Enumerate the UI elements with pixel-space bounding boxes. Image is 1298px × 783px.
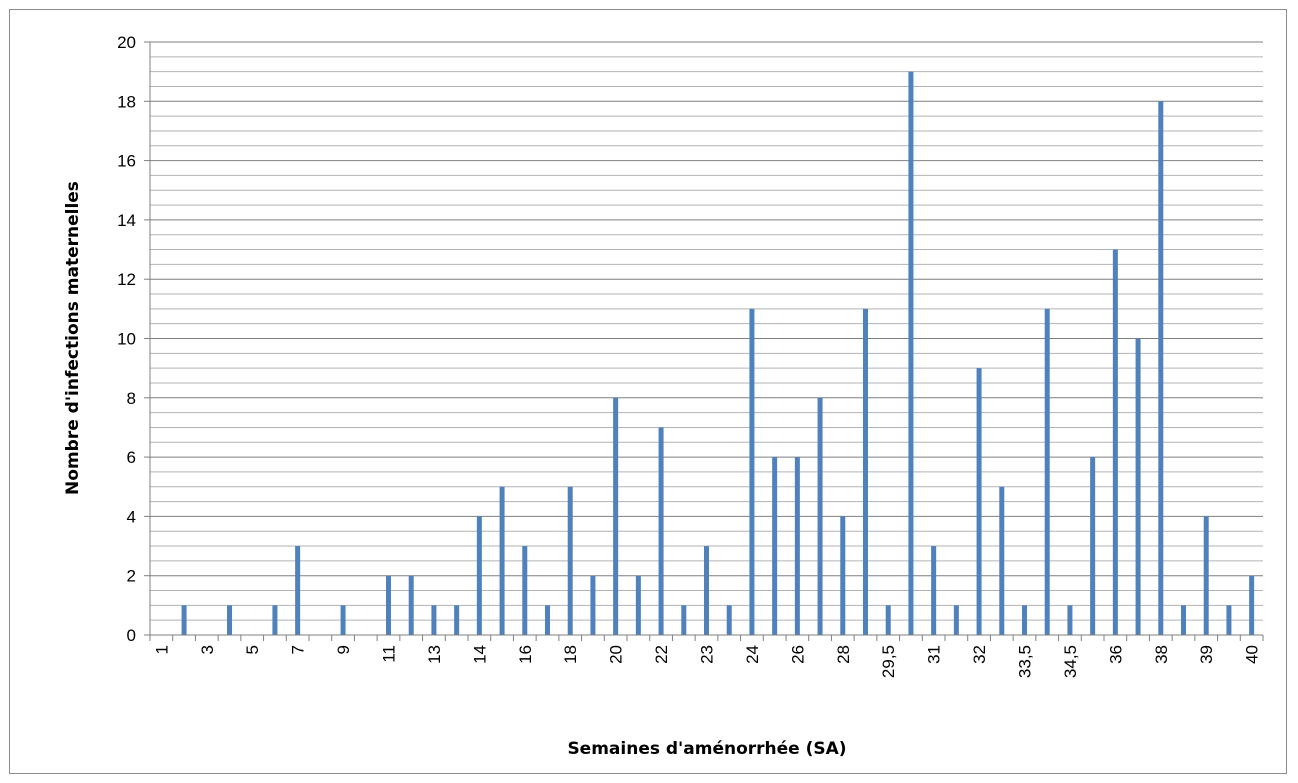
x-tick-label: 14 <box>470 645 489 664</box>
bar <box>408 575 414 635</box>
bar <box>1226 605 1232 635</box>
bar <box>726 605 732 635</box>
bar <box>1067 605 1073 635</box>
x-tick-label: 33,5 <box>1016 645 1035 678</box>
y-tick-label: 6 <box>127 448 136 467</box>
bar <box>1249 575 1255 635</box>
y-tick-label: 0 <box>127 626 136 645</box>
bar <box>522 546 528 635</box>
bar <box>658 427 664 635</box>
bar <box>227 605 232 635</box>
y-tick-label: 18 <box>117 92 136 111</box>
x-tick-label: 18 <box>561 645 580 664</box>
bar <box>613 397 619 635</box>
bar <box>999 486 1005 635</box>
bar <box>840 516 846 635</box>
bar <box>1135 338 1141 635</box>
bar <box>545 605 550 635</box>
x-tick-label: 28 <box>834 645 853 664</box>
x-axis-title: Semaines d'aménorrhée (SA) <box>567 739 846 759</box>
x-tick-label: 9 <box>334 645 353 654</box>
y-tick-label: 12 <box>117 270 136 289</box>
x-tick-label: 26 <box>788 645 807 664</box>
bar <box>295 546 301 635</box>
bar <box>567 486 573 635</box>
bar <box>1181 605 1186 635</box>
x-tick-label: 5 <box>243 645 262 654</box>
x-tick-label: 20 <box>607 645 626 664</box>
x-tick-label: 32 <box>970 645 989 664</box>
bar <box>1203 516 1209 635</box>
x-tick-label: 7 <box>289 645 308 654</box>
y-tick-label: 16 <box>117 152 136 171</box>
x-tick-label: 38 <box>1152 645 1171 664</box>
x-tick-label: 23 <box>698 645 717 664</box>
bar <box>499 486 505 635</box>
x-tick-label: 24 <box>743 645 762 664</box>
x-tick-label: 22 <box>652 645 671 664</box>
y-tick-label: 4 <box>127 507 136 526</box>
x-tick-label: 11 <box>380 645 399 663</box>
bar <box>976 368 982 635</box>
bar <box>931 546 937 635</box>
bar <box>1044 308 1050 635</box>
bar <box>454 605 460 635</box>
bar <box>704 546 709 635</box>
x-tick-label: 13 <box>425 645 444 664</box>
bars <box>181 71 1255 636</box>
gridlines <box>150 41 1263 621</box>
y-tick-label: 8 <box>127 389 136 408</box>
bar <box>681 605 687 635</box>
bar <box>817 397 823 635</box>
x-tick-label: 1 <box>152 645 171 654</box>
bar <box>1158 101 1164 636</box>
bar <box>1090 457 1096 635</box>
bar <box>863 308 868 635</box>
chart-frame: 0 2 4 6 8 10 12 14 16 18 20 1 3 5 7 9 11 13 14 16 18 20 22 23 2… <box>9 9 1287 774</box>
y-axis-title: Nombre d'infections maternelles <box>63 181 83 495</box>
x-tick-label: 29,5 <box>879 645 898 678</box>
y-tick-label: 10 <box>117 330 136 349</box>
bar <box>885 605 891 635</box>
bar <box>181 605 187 635</box>
bar <box>908 71 914 635</box>
bar <box>272 605 278 635</box>
x-tick-label: 40 <box>1243 645 1262 664</box>
axes <box>144 41 1264 641</box>
x-tick-labels: 1 3 5 7 9 11 13 14 16 18 20 22 23 24 26 28 29,5 31 32 33,5 3… <box>152 645 1261 678</box>
bar <box>635 575 641 635</box>
bar <box>386 575 391 635</box>
y-tick-label: 2 <box>127 567 136 586</box>
bar <box>340 605 346 635</box>
bar <box>1022 605 1027 635</box>
x-tick-label: 3 <box>198 645 217 654</box>
x-tick-label: 16 <box>516 645 535 664</box>
bar <box>772 457 778 635</box>
y-tick-label: 20 <box>117 33 136 52</box>
bar <box>476 516 482 635</box>
bar <box>749 308 755 635</box>
y-tick-labels: 0 2 4 6 8 10 12 14 16 18 20 <box>117 33 136 645</box>
bar <box>794 457 800 635</box>
x-tick-label: 34,5 <box>1061 645 1080 678</box>
bar <box>953 605 959 635</box>
bar <box>590 575 596 635</box>
bar <box>1112 249 1118 636</box>
y-tick-label: 14 <box>117 211 136 230</box>
x-tick-label: 36 <box>1106 645 1125 664</box>
x-tick-label: 31 <box>925 645 944 664</box>
bar <box>431 605 437 635</box>
x-tick-label: 39 <box>1197 645 1216 664</box>
